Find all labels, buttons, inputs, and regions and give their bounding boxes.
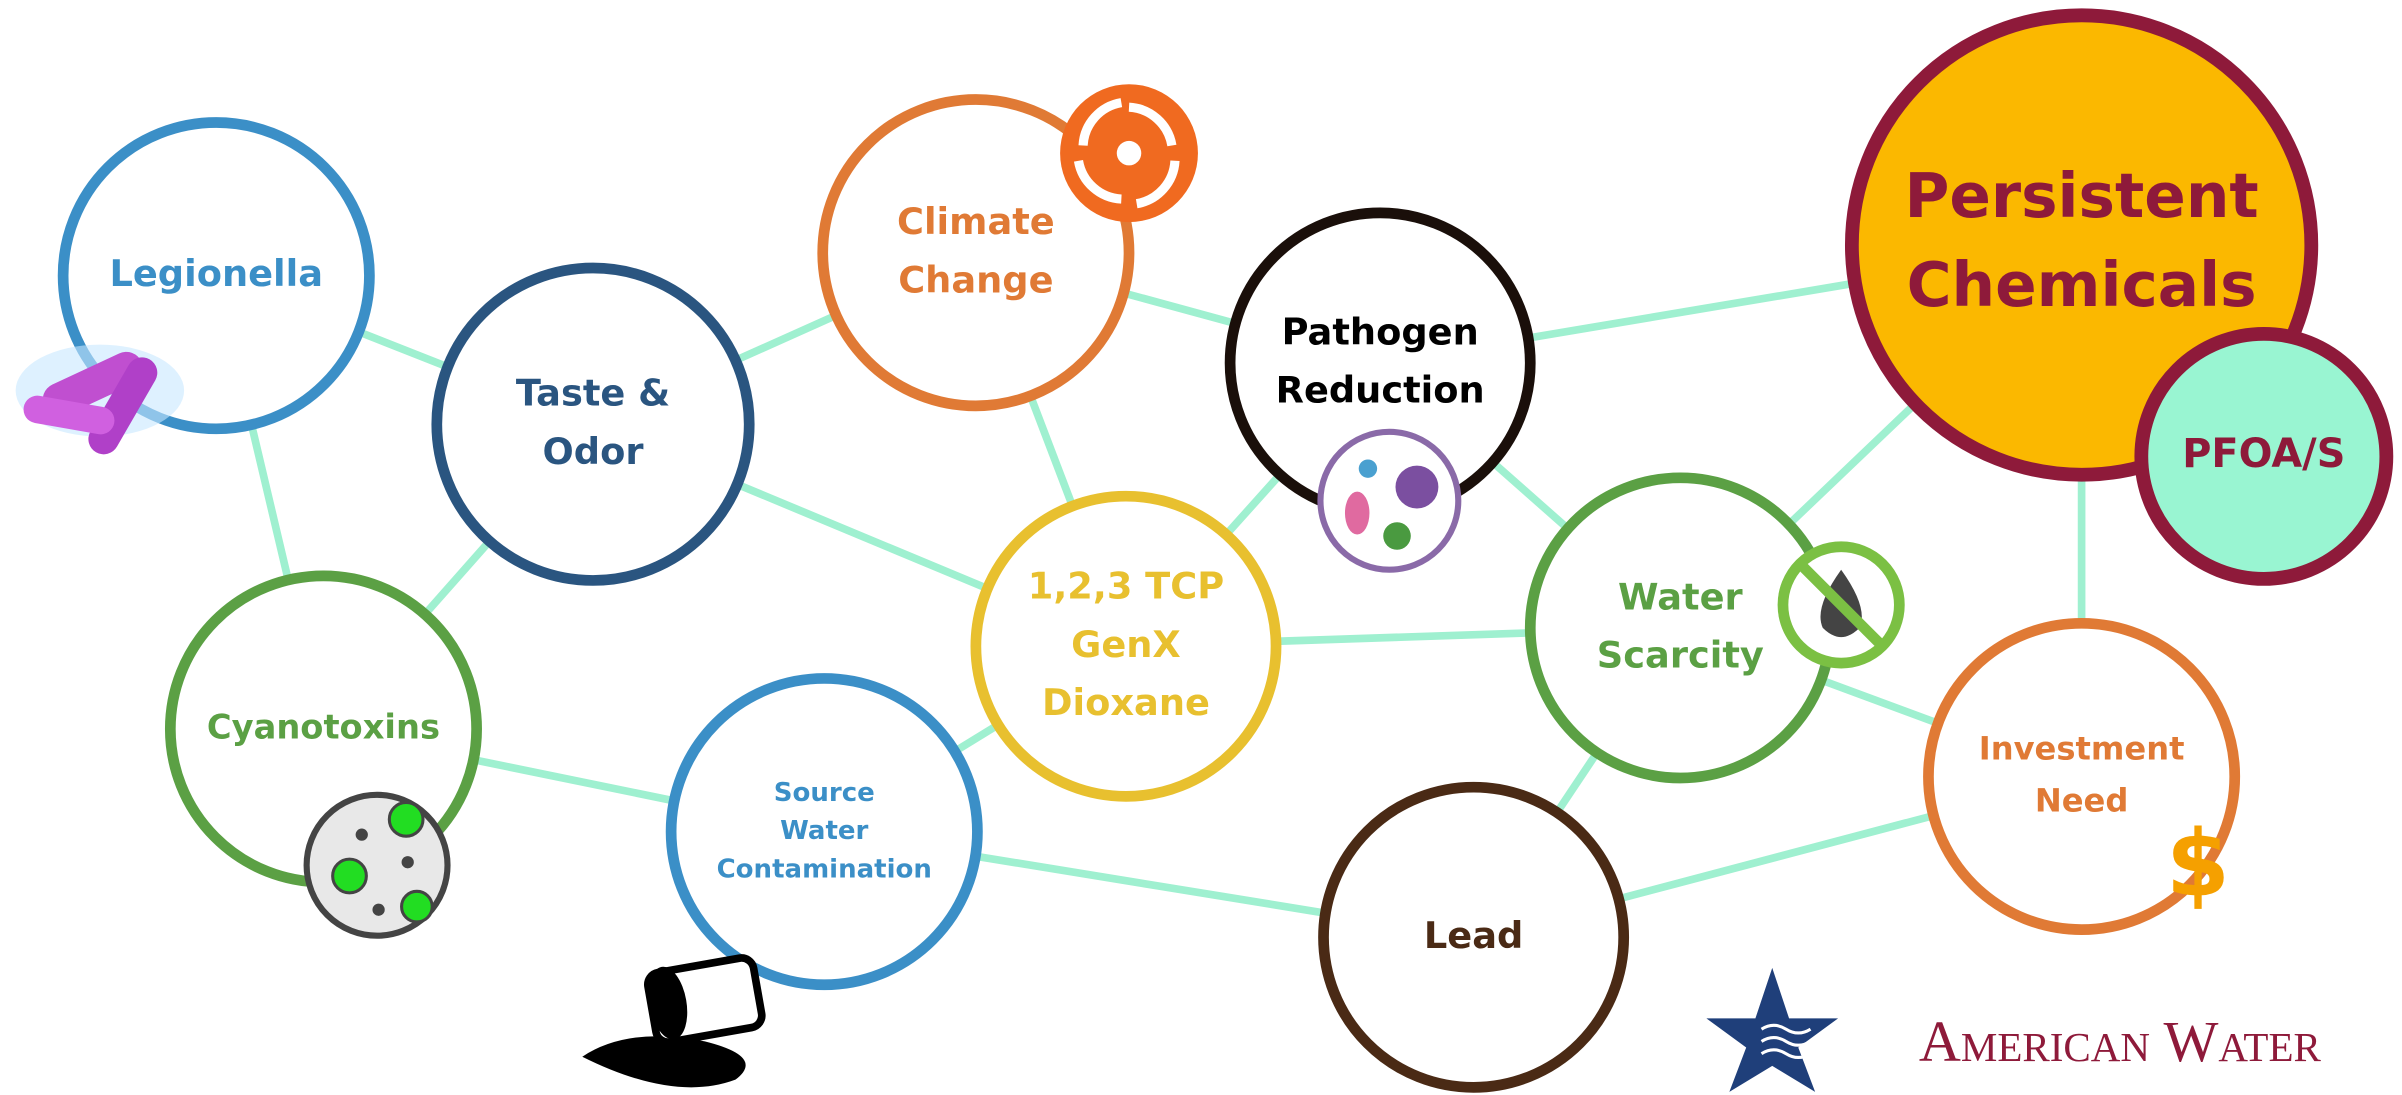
node-label: Legionella <box>109 252 323 295</box>
node-label: PFOA/S <box>2182 431 2345 477</box>
node-label: Pathogen <box>1282 310 1479 353</box>
node-label: Lead <box>1424 914 1523 957</box>
bacteria-icon <box>16 345 184 460</box>
barrel-icon <box>582 956 763 1087</box>
node-label: Need <box>2035 781 2129 819</box>
node-label: Chemicals <box>1907 250 2257 321</box>
node-label: Persistent <box>1904 161 2258 232</box>
storm-icon <box>1060 84 1198 222</box>
node-label: Scarcity <box>1597 634 1764 677</box>
node-label: Dioxane <box>1042 681 1210 724</box>
node-label: Change <box>898 258 1053 301</box>
logo-text: American Water <box>1919 1009 2322 1074</box>
dollar-icon: $ <box>2166 810 2230 917</box>
node-label: Water <box>780 816 868 846</box>
node-label: Odor <box>543 430 645 473</box>
cell-icon <box>307 795 448 936</box>
node-circle <box>437 268 749 580</box>
node-label: Reduction <box>1276 369 1485 412</box>
node-label: Source <box>774 778 875 808</box>
diagram: Legionella Taste & Odor Climate Change Pathog… <box>0 0 2402 1095</box>
svg-text:$: $ <box>2166 810 2230 917</box>
node-label: 1,2,3 TCP <box>1028 565 1224 608</box>
node-label: Water <box>1618 575 1744 618</box>
node-label: GenX <box>1071 623 1181 666</box>
node-label: Cyanotoxins <box>207 707 440 746</box>
logo-star <box>1706 968 1838 1092</box>
no-water-icon <box>1783 547 1899 663</box>
node-label: Climate <box>897 200 1055 243</box>
node-label: Contamination <box>717 854 932 884</box>
node-label: Taste & <box>516 372 670 415</box>
microbe-icon <box>1320 432 1458 570</box>
node-label: Investment <box>1979 729 2185 767</box>
